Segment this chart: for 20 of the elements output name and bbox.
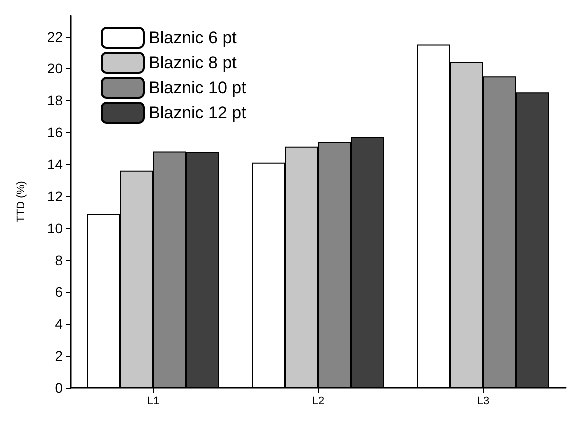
- y-tick-label: 14: [47, 156, 64, 172]
- y-tick-label: 4: [55, 316, 64, 332]
- y-tick-label: 16: [47, 124, 64, 141]
- x-tick-label: L3: [477, 396, 490, 408]
- y-tick-label: 0: [55, 380, 64, 396]
- legend-label: Blaznic 8 pt: [149, 54, 238, 72]
- legend-label: Blaznic 12 pt: [149, 104, 247, 122]
- legend-label: Blaznic 10 pt: [149, 78, 247, 98]
- y-tick-label: 8: [55, 252, 64, 268]
- y-tick-label: 2: [55, 348, 64, 364]
- y-tick-label: 12: [47, 188, 64, 204]
- y-tick-label: 10: [47, 220, 64, 236]
- legend-label: Blaznic 6 pt: [149, 28, 238, 48]
- x-tick-label: L1: [147, 396, 160, 408]
- y-tick-label: 20: [47, 60, 64, 77]
- y-axis-title: TTD (%): [16, 181, 28, 223]
- x-tick-label: L2: [312, 396, 325, 408]
- y-tick-label: 22: [47, 28, 64, 45]
- y-tick-label: 18: [47, 92, 64, 109]
- y-tick-label: 6: [55, 284, 64, 300]
